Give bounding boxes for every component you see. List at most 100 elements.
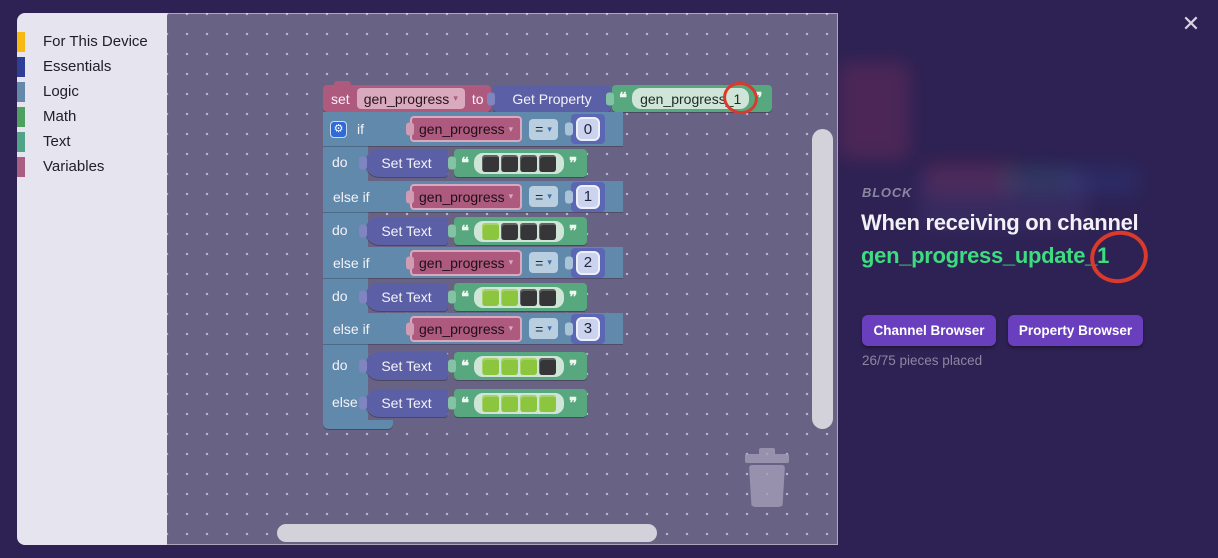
set-text-block[interactable]: Set Text <box>359 283 448 311</box>
variable-block[interactable]: gen_progress ▾ <box>406 249 523 276</box>
connector-tab <box>406 190 414 203</box>
sidebar-item-math[interactable]: Math <box>17 107 167 129</box>
else-if-label: else if <box>333 188 370 205</box>
set-text-block[interactable]: Set Text <box>359 149 448 177</box>
open-quote-icon: ❝ <box>461 394 470 412</box>
string-block-progress-bar[interactable]: ❝ ❞ <box>448 283 587 311</box>
string-input[interactable] <box>474 392 565 414</box>
progress-cell-empty <box>501 154 519 172</box>
condition-block[interactable]: gen_progress ▾ = ▾ 1 <box>406 181 605 212</box>
trash-body <box>749 465 785 507</box>
open-quote-icon: ❝ <box>461 222 470 240</box>
number-value[interactable]: 2 <box>575 250 600 275</box>
number-value[interactable]: 3 <box>575 316 600 341</box>
category-color-chip <box>17 132 25 152</box>
progress-cell-empty <box>520 154 538 172</box>
else-if-row[interactable]: else if gen_progress ▾ = ▾ 1 <box>323 181 623 212</box>
background-blur-shape <box>918 170 1088 230</box>
variable-block[interactable]: gen_progress ▾ <box>406 116 523 142</box>
channel-browser-button[interactable]: Channel Browser <box>862 315 996 346</box>
string-block-progress-bar[interactable]: ❝ ❞ <box>448 352 587 380</box>
set-text-block[interactable]: Set Text <box>359 389 448 417</box>
category-color-chip <box>17 107 25 127</box>
operator-dropdown[interactable]: = ▾ <box>529 252 558 273</box>
gear-icon[interactable]: ⚙ <box>330 120 347 138</box>
set-text-block[interactable]: Set Text <box>359 352 448 380</box>
do-statement-row: Set Text ❝ ❞ <box>359 283 587 311</box>
channel-name: gen_progress_update_1 <box>861 243 1110 268</box>
if-header-row[interactable]: ⚙ if gen_progress ▾ = ▾ 0 <box>323 112 623 146</box>
vertical-scrollbar[interactable] <box>812 129 833 429</box>
section-label: BLOCK <box>862 185 913 200</box>
pieces-placed-status: 26/75 pieces placed <box>862 353 983 368</box>
number-socket: 2 <box>564 247 605 278</box>
else-if-row[interactable]: else if gen_progress ▾ = ▾ 2 <box>323 247 623 278</box>
background-blur-shape <box>925 162 1017 198</box>
string-input[interactable] <box>474 220 565 242</box>
background-blur-shape <box>1000 166 1074 196</box>
property-browser-button[interactable]: Property Browser <box>1008 315 1143 346</box>
condition-block[interactable]: gen_progress ▾ = ▾ 3 <box>406 313 605 344</box>
connector-tab <box>448 359 456 373</box>
string-block-progress-bar[interactable]: ❝ ❞ <box>448 217 587 245</box>
operator-dropdown[interactable]: = ▾ <box>529 118 558 140</box>
blocks-canvas[interactable]: set gen_progress ▾ to Get Property ❝ gen… <box>167 13 838 545</box>
category-label: Text <box>43 133 71 150</box>
get-property-block[interactable]: Get Property <box>487 85 611 112</box>
sidebar-item-essentials[interactable]: Essentials <box>17 57 167 79</box>
close-icon[interactable]: ✕ <box>1181 11 1201 36</box>
get-property-label: Get Property <box>512 90 592 107</box>
condition-block[interactable]: gen_progress ▾ = ▾ 0 <box>406 114 605 144</box>
number-socket: 3 <box>564 313 605 344</box>
do-label: do <box>332 357 348 373</box>
number-value[interactable]: 1 <box>575 184 600 209</box>
chevron-down-icon: ▾ <box>547 257 552 267</box>
operator-dropdown[interactable]: = ▾ <box>529 318 558 339</box>
sidebar-item-for-this-device[interactable]: For This Device <box>17 32 167 54</box>
string-block-property-name[interactable]: ❝ gen_progress_1 ❞ <box>606 85 772 112</box>
variable-block[interactable]: gen_progress ▾ <box>406 315 523 342</box>
connector-tab <box>564 322 573 335</box>
string-block-progress-bar[interactable]: ❝ ❞ <box>448 389 587 417</box>
else-statement-row: Set Text ❝ ❞ <box>359 389 587 417</box>
trash-icon[interactable] <box>744 441 790 507</box>
connector-tab <box>448 396 456 410</box>
string-input[interactable] <box>474 152 565 174</box>
set-keyword: set <box>331 90 350 107</box>
chevron-down-icon: ▾ <box>547 323 552 333</box>
set-text-block[interactable]: Set Text <box>359 217 448 245</box>
category-label: For This Device <box>43 33 148 50</box>
progress-cell-empty <box>539 154 557 172</box>
string-input[interactable] <box>474 286 565 308</box>
progress-cell-filled <box>501 394 519 412</box>
string-block-progress-bar[interactable]: ❝ ❞ <box>448 149 587 177</box>
category-color-chip <box>17 82 25 102</box>
number-value[interactable]: 0 <box>575 117 600 141</box>
string-input[interactable] <box>474 355 565 377</box>
open-quote-icon: ❝ <box>461 357 470 375</box>
background-blur-shape <box>1062 166 1140 196</box>
connector-tab <box>406 122 414 136</box>
chevron-down-icon: ▾ <box>508 123 514 134</box>
progress-cell-empty <box>539 288 557 306</box>
variable-block[interactable]: gen_progress ▾ <box>406 183 523 210</box>
do-label: do <box>332 222 348 238</box>
condition-block[interactable]: gen_progress ▾ = ▾ 2 <box>406 247 605 278</box>
horizontal-scrollbar[interactable] <box>277 524 657 542</box>
trash-lid-handle <box>759 448 775 454</box>
string-input[interactable]: gen_progress_1 <box>632 88 750 109</box>
variable-dropdown[interactable]: gen_progress ▾ <box>356 88 465 109</box>
progress-cell-filled <box>501 288 519 306</box>
set-variable-block[interactable]: set gen_progress ▾ to <box>323 81 491 112</box>
sidebar-item-variables[interactable]: Variables <box>17 157 167 179</box>
sidebar-item-logic[interactable]: Logic <box>17 82 167 104</box>
operator-dropdown[interactable]: = ▾ <box>529 186 558 207</box>
progress-cell-empty <box>520 222 538 240</box>
else-if-row[interactable]: else if gen_progress ▾ = ▾ 3 <box>323 313 623 344</box>
progress-cell-filled <box>539 394 557 412</box>
sidebar-item-text[interactable]: Text <box>17 132 167 154</box>
close-quote-icon: ❞ <box>569 288 578 306</box>
if-label: if <box>357 121 364 137</box>
close-quote-icon: ❞ <box>569 357 578 375</box>
